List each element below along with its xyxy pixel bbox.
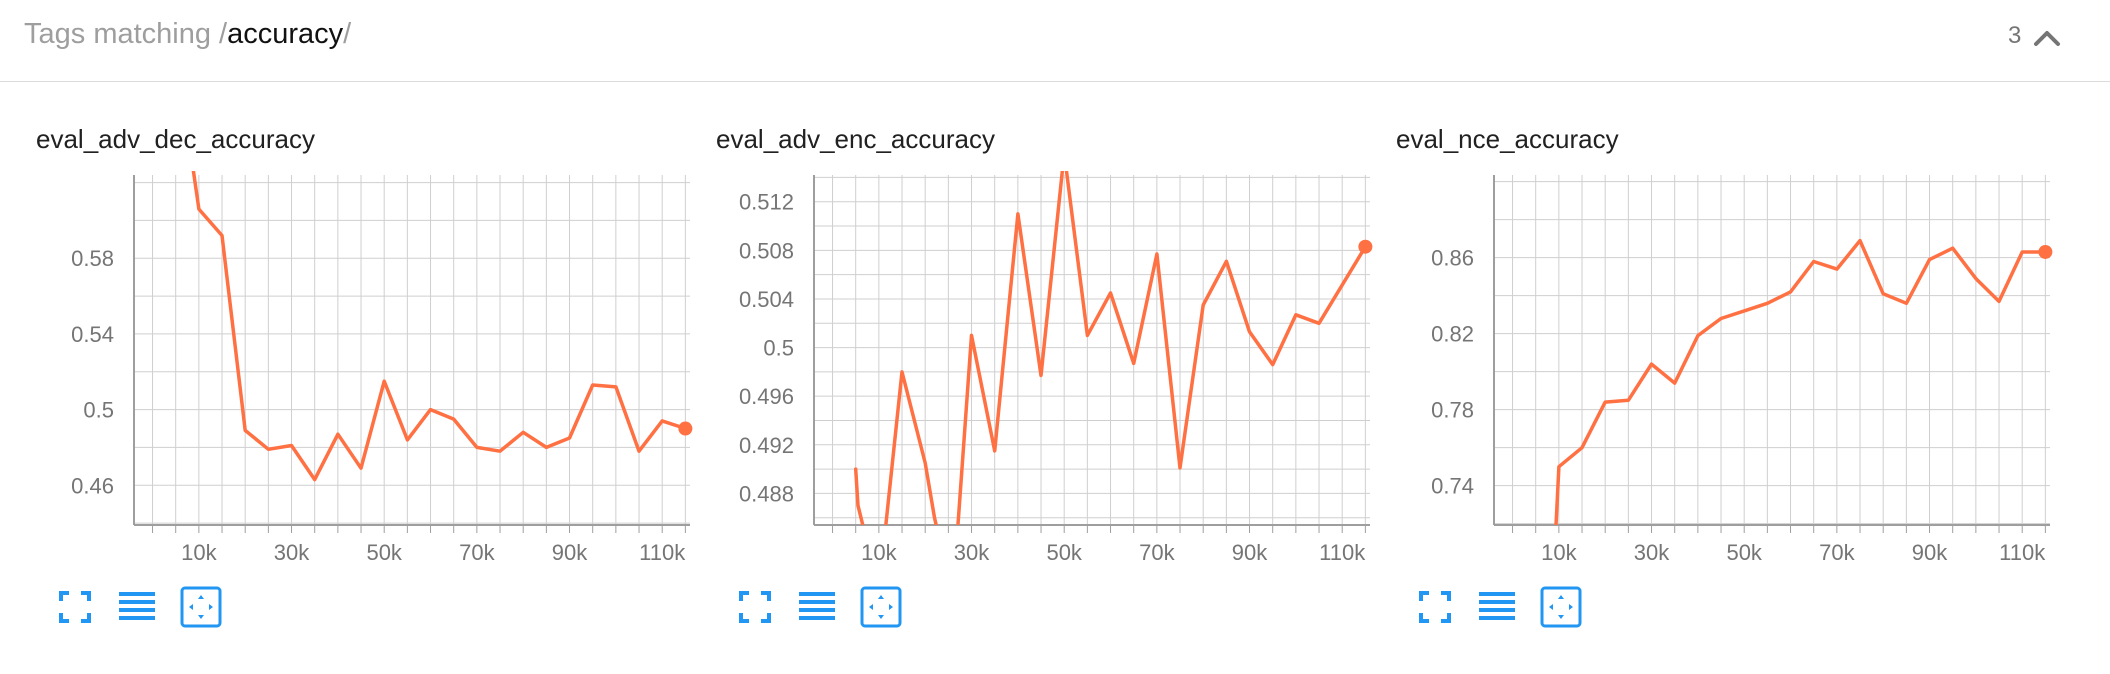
y-tick-label: 0.488 <box>739 481 794 506</box>
x-tick-label: 10k <box>1541 540 1577 565</box>
tag-filter-query: accuracy <box>227 18 344 50</box>
chart-title: eval_adv_dec_accuracy <box>36 124 315 154</box>
fit-domain-icon[interactable] <box>859 585 903 629</box>
y-tick-label: 0.54 <box>71 322 114 347</box>
tag-filter-prefix: Tags matching / <box>24 18 228 50</box>
x-tick-label: 70k <box>1139 540 1175 565</box>
y-tick-label: 0.492 <box>739 433 794 458</box>
last-point-marker <box>2038 244 2053 259</box>
chart-title: eval_nce_accuracy <box>1396 124 1619 154</box>
fullscreen-icon[interactable] <box>53 585 97 629</box>
x-tick-label: 50k <box>1726 540 1762 565</box>
chart-title: eval_adv_enc_accuracy <box>716 124 995 154</box>
x-tick-label: 10k <box>181 540 217 565</box>
series-line <box>191 171 688 482</box>
x-tick-label: 50k <box>1046 540 1082 565</box>
tag-filter-suffix: / <box>343 18 352 50</box>
x-tick-label: 30k <box>274 540 310 565</box>
x-tick-label: 50k <box>366 540 402 565</box>
x-tick-label: 110k <box>1319 540 1366 565</box>
x-tick-label: 30k <box>954 540 990 565</box>
y-tick-label: 0.496 <box>739 384 794 409</box>
fullscreen-icon[interactable] <box>1413 585 1457 629</box>
y-tick-label: 0.5 <box>83 398 114 423</box>
series-line <box>853 171 1368 525</box>
y-tick-label: 0.504 <box>739 287 794 312</box>
fit-domain-icon[interactable] <box>1539 585 1583 629</box>
y-tick-label: 0.58 <box>71 246 114 271</box>
x-tick-label: 90k <box>1232 540 1268 565</box>
line-chart-eval-adv-enc-accuracy[interactable]: 0.488 0.492 0.496 0.5 0.504 0.508 0.512 10k 30k 5… <box>716 164 1416 614</box>
x-tick-label: 10k <box>861 540 897 565</box>
y-tick-label: 0.46 <box>71 473 114 498</box>
fullscreen-icon[interactable] <box>733 585 777 629</box>
tag-count: 3 <box>2008 22 2022 49</box>
y-tick-label: 0.74 <box>1431 474 1474 499</box>
x-tick-label: 110k <box>1999 540 2046 565</box>
list-icon[interactable] <box>1475 585 1519 629</box>
chevron-up-icon[interactable] <box>2031 22 2063 54</box>
chart-card-eval-adv-dec-accuracy: eval_adv_dec_accuracy 0.46 0.5 0.54 0.58 10k… <box>36 118 693 638</box>
chart-card-eval-adv-enc-accuracy: eval_adv_enc_accuracy 0.488 0.492 0.496 0.5… <box>716 118 1373 638</box>
x-tick-label: 90k <box>552 540 588 565</box>
y-tick-label: 0.78 <box>1431 398 1474 423</box>
y-tick-label: 0.86 <box>1431 246 1474 271</box>
tag-group-header[interactable]: Tags matching /accuracy/ 3 <box>0 0 2110 82</box>
x-tick-label: 70k <box>459 540 495 565</box>
line-chart-eval-adv-dec-accuracy[interactable]: 0.46 0.5 0.54 0.58 10k 30k 50k 70k 90k 110k <box>36 164 736 614</box>
last-point-marker <box>678 421 693 436</box>
grid <box>134 175 690 533</box>
y-tick-label: 0.512 <box>739 190 794 215</box>
grid <box>814 175 1370 533</box>
list-icon[interactable] <box>795 585 839 629</box>
series-line <box>1554 238 2048 525</box>
chart-card-eval-nce-accuracy: eval_nce_accuracy 0.74 0.78 0.82 0.86 10k 30k… <box>1396 118 2053 638</box>
y-tick-label: 0.5 <box>763 336 794 361</box>
x-tick-label: 70k <box>1819 540 1855 565</box>
x-tick-label: 30k <box>1634 540 1670 565</box>
y-tick-label: 0.508 <box>739 238 794 263</box>
tag-filter-title: Tags matching /accuracy/ <box>24 18 351 51</box>
grid <box>1494 175 2050 533</box>
y-tick-label: 0.82 <box>1431 322 1474 347</box>
x-tick-label: 90k <box>1912 540 1948 565</box>
last-point-marker <box>1358 239 1373 254</box>
line-chart-eval-nce-accuracy[interactable]: 0.74 0.78 0.82 0.86 10k 30k 50k 70k 90k 110k <box>1396 164 2096 614</box>
x-tick-label: 110k <box>639 540 686 565</box>
list-icon[interactable] <box>115 585 159 629</box>
fit-domain-icon[interactable] <box>179 585 223 629</box>
